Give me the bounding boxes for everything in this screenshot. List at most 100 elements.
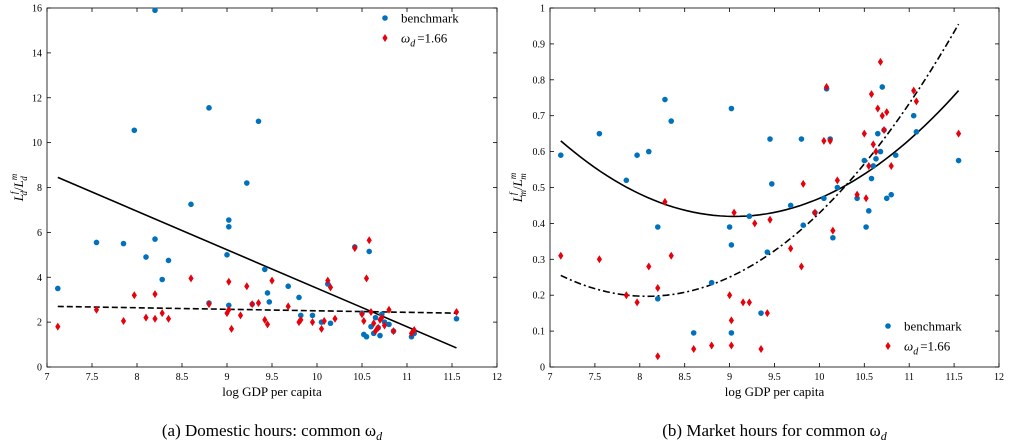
- y-tick-label: 2: [37, 318, 42, 329]
- y-tick-label: 0.3: [533, 255, 546, 266]
- y-tick-label: 0.8: [533, 75, 546, 86]
- omega-point: [237, 311, 244, 320]
- omega-point: [309, 318, 316, 327]
- x-tick-label: 10: [814, 372, 824, 383]
- benchmark-point: [55, 285, 61, 292]
- benchmark-point: [226, 302, 232, 309]
- benchmark-point: [830, 234, 836, 241]
- benchmark-point: [623, 177, 630, 184]
- benchmark-point: [244, 180, 250, 186]
- benchmark-point: [654, 224, 661, 230]
- x-tick-label: 9: [225, 372, 230, 383]
- omega-point: [668, 251, 674, 260]
- omega-point: [646, 262, 652, 271]
- omega-point: [728, 316, 734, 325]
- legend-name: ω: [401, 31, 410, 46]
- omega-point: [131, 291, 137, 300]
- y-label-den-sup: m: [9, 173, 19, 180]
- benchmark-point: [877, 148, 884, 155]
- benchmark-point: [262, 266, 268, 273]
- legend-name: ω: [904, 339, 913, 354]
- y-tick-label: 0.2: [533, 291, 546, 302]
- benchmark-point: [892, 152, 899, 158]
- benchmark-point: [888, 191, 895, 198]
- omega-point: [165, 314, 172, 323]
- omega-point: [888, 161, 894, 170]
- panel-caption: (b) Market hours for common ωd: [662, 421, 887, 443]
- omega-point: [812, 208, 818, 217]
- benchmark-point: [255, 118, 262, 125]
- benchmark-point: [372, 314, 379, 321]
- benchmark-point: [690, 330, 697, 336]
- benchmark-point: [662, 96, 668, 103]
- legend-benchmark-marker: [885, 323, 891, 329]
- benchmark-point: [453, 315, 460, 322]
- benchmark-point: [821, 195, 827, 202]
- benchmark-point: [596, 130, 603, 137]
- benchmark-point: [798, 136, 805, 142]
- x-tick-label: 8: [637, 372, 642, 383]
- omega-point: [834, 176, 840, 185]
- y-label-num-sub: d: [19, 191, 29, 196]
- omega-point: [359, 310, 365, 319]
- benchmark-point: [226, 217, 232, 223]
- omega-point: [821, 136, 827, 145]
- omega-point: [731, 208, 737, 217]
- y-label-num-sup: f: [9, 190, 19, 194]
- benchmark-point: [226, 223, 232, 230]
- omega-point: [411, 325, 417, 334]
- x-tick-label: 7: [548, 372, 553, 383]
- x-tick-label: 10.5: [856, 372, 874, 383]
- y-label-num: L: [510, 195, 525, 203]
- benchmark-point: [868, 175, 875, 182]
- omega-point: [269, 276, 275, 285]
- y-label-den-sup: m: [508, 172, 518, 179]
- omega-point: [740, 298, 746, 307]
- omega-point: [327, 283, 334, 292]
- omega-point: [352, 244, 358, 253]
- legend-label-1: ωd =1.66: [401, 31, 448, 50]
- omega-point: [226, 305, 232, 314]
- y-tick-label: 0.4: [533, 219, 546, 230]
- omega-point: [655, 352, 661, 361]
- y-label-slash: /: [11, 187, 26, 191]
- benchmark-point: [758, 310, 764, 316]
- legend-name: benchmark: [904, 319, 962, 334]
- omega-point: [800, 179, 806, 188]
- omega-point: [691, 345, 697, 354]
- omega-point: [827, 136, 833, 145]
- y-tick-label: 4: [37, 273, 42, 284]
- x-tick-label: 7.5: [589, 372, 602, 383]
- omega-point: [375, 323, 381, 332]
- y-tick-label: 8: [37, 183, 42, 194]
- fit-line-benchmark: [57, 176, 457, 349]
- panel-a-chart: 7 7.5 8 8.5 9 9.5 10 10.5 11 11.5 12 0 2 4 6 8 10 12 14 16 l…: [9, 4, 502, 444]
- benchmark-point: [861, 157, 868, 164]
- x-tick-label: 10.5: [353, 372, 371, 383]
- fit-line-omega: [57, 305, 457, 314]
- legend-label-0: benchmark: [904, 319, 962, 334]
- benchmark-point: [159, 276, 165, 283]
- benchmark-point: [634, 152, 640, 158]
- benchmark-point: [377, 332, 383, 339]
- legend-name: benchmark: [401, 11, 459, 26]
- omega-point: [363, 274, 370, 283]
- legend: benchmark ωd =1.66: [382, 11, 459, 50]
- benchmark-point: [120, 240, 127, 247]
- omega-point: [727, 291, 733, 300]
- benchmark-point: [955, 157, 962, 164]
- x-tick-label: 11.5: [946, 372, 963, 383]
- legend-omega-marker: [885, 342, 891, 350]
- x-tick-label: 9.5: [266, 372, 279, 383]
- omega-point: [854, 190, 860, 199]
- omega-point: [120, 317, 127, 326]
- benchmark-point: [870, 163, 877, 169]
- benchmark-point: [764, 249, 771, 255]
- benchmark-point: [654, 295, 661, 302]
- y-tick-label: 0.7: [533, 111, 546, 122]
- omega-point: [228, 324, 235, 333]
- y-tick-label: 6: [37, 228, 42, 239]
- benchmark-point: [152, 236, 158, 242]
- omega-point: [152, 314, 158, 323]
- omega-point: [264, 320, 271, 329]
